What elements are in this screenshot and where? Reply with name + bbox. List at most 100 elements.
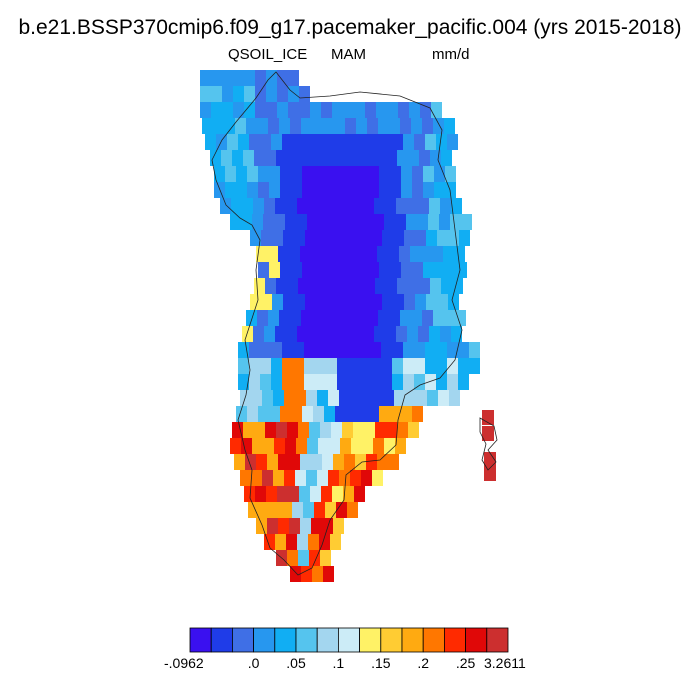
- grid-cell: [301, 118, 312, 134]
- grid-cell: [385, 326, 396, 342]
- colorbar-tick-label: .2: [417, 655, 430, 671]
- grid-cell: [381, 134, 392, 150]
- grid-cell: [315, 358, 326, 374]
- grid-cell: [403, 358, 414, 374]
- grid-cell: [319, 326, 330, 342]
- grid-cell: [274, 214, 285, 230]
- grid-cell: [235, 118, 246, 134]
- grid-cell: [238, 358, 249, 374]
- grid-cell: [299, 86, 310, 102]
- grid-cell: [275, 198, 286, 214]
- grid-cell: [423, 182, 434, 198]
- grid-cell: [395, 438, 406, 454]
- colorbar-tick-label: .15: [371, 655, 391, 671]
- grid-cell: [280, 406, 291, 422]
- colorbar: [189, 627, 509, 653]
- grid-cell: [342, 278, 353, 294]
- grid-cell: [301, 566, 312, 582]
- grid-cell: [332, 486, 343, 502]
- grid-cell: [400, 310, 411, 326]
- grid-cell: [405, 390, 416, 406]
- grid-cell: [390, 406, 401, 422]
- grid-cell: [238, 134, 249, 150]
- grid-cell: [331, 150, 342, 166]
- grid-cell: [256, 246, 267, 262]
- grid-cell: [415, 230, 426, 246]
- grid-cell: [309, 278, 320, 294]
- grid-cell: [249, 134, 260, 150]
- grid-cell: [412, 262, 423, 278]
- grid-cell: [306, 390, 317, 406]
- grid-cell: [335, 182, 346, 198]
- grid-cell: [263, 214, 274, 230]
- grid-cell: [225, 166, 236, 182]
- grid-cell: [390, 182, 401, 198]
- grid-cell: [377, 454, 388, 470]
- grid-cell: [333, 518, 344, 534]
- grid-cell: [313, 166, 324, 182]
- grid-cell: [233, 70, 244, 86]
- grid-cell: [276, 278, 287, 294]
- grid-cell: [267, 518, 278, 534]
- colorbar-swatch: [337, 627, 360, 653]
- grid-cell: [323, 310, 334, 326]
- colorbar-swatch: [443, 627, 466, 653]
- grid-cell: [258, 262, 269, 278]
- grid-cell: [313, 262, 324, 278]
- grid-cell: [441, 150, 452, 166]
- grid-cell: [368, 406, 379, 422]
- grid-cell: [425, 342, 436, 358]
- grid-cell: [269, 166, 280, 182]
- grid-cell: [421, 246, 432, 262]
- grid-cell: [260, 134, 271, 150]
- grid-cell: [298, 278, 309, 294]
- grid-cell: [250, 294, 261, 310]
- variable-label: QSOIL_ICE: [228, 46, 308, 63]
- grid-cell: [382, 230, 393, 246]
- colorbar-swatch: [316, 627, 339, 653]
- grid-cell: [359, 374, 370, 390]
- grid-cell: [408, 150, 419, 166]
- grid-cell: [360, 294, 371, 310]
- grid-cell: [260, 374, 271, 390]
- grid-cell: [336, 502, 347, 518]
- grid-cell: [344, 246, 355, 262]
- grid-cell: [244, 486, 255, 502]
- grid-cell: [282, 374, 293, 390]
- grid-cell: [379, 262, 390, 278]
- grid-cell: [254, 150, 265, 166]
- grid-cell: [225, 182, 236, 198]
- grid-cell: [337, 342, 348, 358]
- grid-cell: [320, 422, 331, 438]
- grid-cell: [414, 342, 425, 358]
- grid-cell: [271, 342, 282, 358]
- grid-cell: [280, 182, 291, 198]
- grid-cell: [287, 150, 298, 166]
- grid-cell: [283, 294, 294, 310]
- grid-cell: [265, 150, 276, 166]
- grid-cell: [430, 278, 441, 294]
- grid-cell: [315, 342, 326, 358]
- grid-cell: [341, 198, 352, 214]
- grid-cell: [227, 134, 238, 150]
- grid-cell: [289, 518, 300, 534]
- grid-cell: [306, 470, 317, 486]
- grid-cell: [403, 374, 414, 390]
- grid-cell: [316, 294, 327, 310]
- grid-cell: [425, 134, 436, 150]
- grid-cell: [240, 470, 251, 486]
- grid-cell: [388, 246, 399, 262]
- grid-cell: [257, 310, 268, 326]
- grid-cell: [335, 262, 346, 278]
- grid-cell: [242, 326, 253, 342]
- grid-cell: [258, 406, 269, 422]
- grid-cell: [377, 246, 388, 262]
- grid-cell: [357, 406, 368, 422]
- grid-cell: [422, 118, 433, 134]
- grid-cell: [293, 342, 304, 358]
- grid-cell: [275, 326, 286, 342]
- grid-cell: [253, 198, 264, 214]
- grid-cell: [324, 182, 335, 198]
- grid-cell: [249, 342, 260, 358]
- grid-cell: [396, 326, 407, 342]
